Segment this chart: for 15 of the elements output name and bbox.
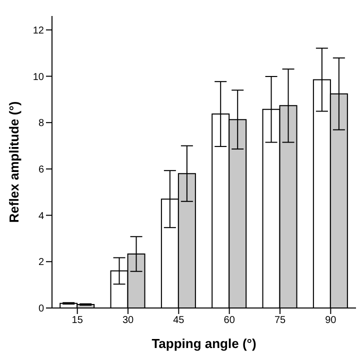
x-axis-title: Tapping angle (°) (152, 336, 256, 351)
y-tick-label: 4 (38, 210, 44, 222)
y-tick-label: 6 (38, 164, 44, 176)
y-axis-title: Reflex amplitude (°) (6, 101, 22, 223)
x-tick-label: 90 (325, 315, 337, 326)
x-tick-label: 30 (122, 315, 134, 326)
y-tick-label: 12 (32, 25, 44, 36)
x-tick-label: 15 (72, 315, 84, 326)
y-tick-label: 8 (38, 118, 44, 130)
y-tick-label: 2 (38, 257, 44, 268)
y-tick-label: 0 (38, 304, 44, 315)
x-tick-label: 45 (173, 315, 185, 326)
x-tick-label: 60 (224, 315, 236, 326)
x-tick-label: 75 (274, 315, 286, 326)
y-tick-label: 10 (32, 72, 44, 83)
